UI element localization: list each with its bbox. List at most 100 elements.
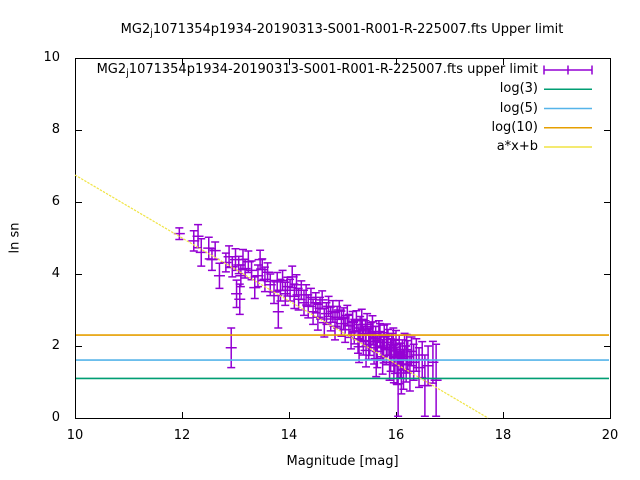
- data-point-errorbar: [312, 303, 324, 331]
- data-point-errorbar: [277, 269, 289, 292]
- data-point-errorbar: [252, 264, 264, 288]
- data-point-errorbar: [284, 278, 296, 302]
- legend-item-log5: log(5): [499, 100, 538, 116]
- x-tick-label: 12: [173, 428, 191, 443]
- data-point-errorbar: [272, 294, 284, 329]
- data-point-errorbar: [408, 343, 420, 381]
- x-tick-label: 20: [601, 428, 619, 443]
- data-point-errorbar: [239, 258, 251, 279]
- data-point-errorbar: [386, 332, 398, 363]
- y-tick-label: 6: [51, 194, 60, 209]
- data-point-errorbar: [234, 283, 246, 316]
- data-point-errorbar: [391, 346, 403, 386]
- data-point-errorbar: [259, 266, 271, 293]
- data-point-errorbar: [377, 338, 389, 375]
- data-point-errorbar: [406, 336, 418, 367]
- data-point-errorbar: [402, 339, 414, 374]
- y-tick-label: 8: [51, 122, 60, 137]
- data-point-errorbar: [286, 265, 298, 289]
- x-tick-label: 18: [494, 428, 512, 443]
- data-point-errorbar: [279, 281, 291, 307]
- data-point-errorbar: [430, 343, 442, 417]
- data-point-errorbar: [307, 298, 319, 326]
- data-point-errorbar: [389, 339, 401, 375]
- legend-item-upper-limit: MG2j1071354p1934-20190313-S001-R001-R-22…: [97, 62, 538, 82]
- data-point-errorbar: [310, 291, 322, 314]
- title-prefix: MG2: [120, 22, 151, 37]
- data-point-errorbar: [335, 310, 347, 338]
- legend-item-fit-line: a*x+b: [496, 139, 538, 154]
- data-point-errorbar: [396, 339, 408, 371]
- data-point-errorbar: [231, 279, 243, 309]
- y-axis-label: ln sn: [7, 222, 23, 254]
- y-tick-label: 0: [51, 410, 60, 425]
- fit-line: [74, 174, 489, 419]
- y-tick-label: 4: [51, 266, 60, 281]
- data-point-errorbar: [320, 302, 332, 326]
- legend-label-part: MG2: [96, 62, 127, 77]
- data-point-errorbar: [341, 304, 353, 327]
- data-point-errorbar: [249, 276, 261, 300]
- data-point-errorbar: [357, 325, 369, 356]
- data-point-errorbar: [361, 312, 373, 336]
- data-point-errorbar: [338, 307, 350, 331]
- data-point-errorbar: [331, 305, 343, 329]
- data-point-errorbar: [325, 306, 337, 332]
- data-point-errorbar: [209, 241, 221, 260]
- data-point-errorbar: [213, 262, 225, 290]
- data-point-errorbar: [339, 316, 351, 344]
- y-tick-label: 2: [51, 338, 60, 353]
- data-point-errorbar: [422, 345, 434, 387]
- x-tick-label: 14: [280, 428, 298, 443]
- data-point-errorbar: [298, 289, 310, 317]
- data-point-errorbar: [318, 307, 330, 338]
- data-point-errorbar: [225, 327, 237, 369]
- data-point-errorbar: [256, 258, 268, 282]
- data-point-errorbar: [230, 248, 241, 272]
- data-point-errorbar: [343, 313, 355, 339]
- legend-item-log10: log(10): [491, 119, 538, 135]
- legend-label-part: 1071354p1934-20190313-S001-R001-R-225007…: [128, 62, 538, 77]
- data-point-errorbar: [305, 287, 317, 308]
- data-point-errorbar: [382, 328, 394, 357]
- data-point-errorbar: [329, 311, 341, 341]
- x-tick-label: 10: [66, 428, 84, 443]
- data-point-errorbar: [264, 273, 276, 297]
- legend-item-log3: log(3): [499, 81, 538, 97]
- x-axis-label: Magnitude [mag]: [286, 454, 399, 469]
- data-point-errorbar: [370, 339, 382, 378]
- series-upper-limit: [173, 223, 442, 417]
- data-point-errorbar: [226, 255, 238, 278]
- data-point-errorbar: [333, 299, 345, 321]
- data-point-errorbar: [367, 321, 379, 346]
- data-point-errorbar: [363, 328, 375, 361]
- data-point-errorbar: [381, 323, 393, 349]
- data-point-errorbar: [390, 329, 402, 359]
- data-point-errorbar: [410, 338, 422, 372]
- data-point-errorbar: [413, 347, 425, 389]
- data-point-errorbar: [316, 290, 328, 310]
- data-point-errorbar: [360, 333, 372, 368]
- data-point-errorbar: [246, 260, 258, 281]
- x-tick-label: 16: [387, 428, 405, 443]
- data-point-errorbar: [327, 299, 339, 323]
- data-point-errorbar: [173, 227, 185, 241]
- title-subscript: j: [150, 28, 153, 39]
- y-tick-label: 10: [43, 50, 60, 65]
- chart-title: MG2j1071354p1934-20190313-S001-R001-R-22…: [45, 22, 639, 39]
- data-point-errorbar: [354, 315, 366, 341]
- data-point-errorbar: [378, 324, 390, 350]
- data-point-errorbar: [235, 264, 247, 288]
- data-point-errorbar: [427, 340, 439, 384]
- data-point-errorbar: [370, 325, 382, 353]
- legend-marker-upper-limit: [543, 65, 593, 75]
- data-point-errorbar: [375, 330, 387, 362]
- data-point-errorbar: [195, 237, 207, 267]
- data-point-errorbar: [192, 223, 204, 249]
- data-point-errorbar: [271, 271, 283, 293]
- data-point-errorbar: [220, 252, 232, 273]
- data-point-errorbar: [262, 262, 274, 283]
- data-point-errorbar: [388, 344, 400, 384]
